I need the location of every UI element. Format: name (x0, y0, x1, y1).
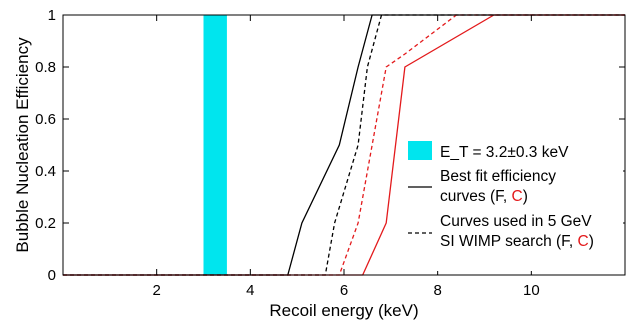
legend-wimp-suffix: ) (589, 233, 594, 250)
y-tick-label: 0.8 (35, 59, 56, 76)
legend-wimp-line2: SI WIMP search (F, C) (440, 233, 594, 250)
y-tick-label: 0.6 (35, 111, 56, 128)
legend-band-label: E_T = 3.2±0.3 keV (440, 144, 569, 161)
y-tick-label: 0.2 (35, 215, 56, 232)
legend-wimp-carbon: C (578, 233, 589, 250)
legend-best-fit-prefix: curves (F, (440, 188, 511, 205)
y-tick-label: 0.4 (35, 163, 56, 180)
x-tick-label: 8 (433, 282, 441, 299)
legend-best-fit-line1: Best fit efficiency (440, 168, 556, 185)
x-tick-label: 6 (340, 282, 348, 299)
threshold-band (203, 15, 227, 275)
legend-best-fit-suffix: ) (523, 188, 528, 205)
legend-best-fit-carbon: C (511, 188, 522, 205)
y-tick-label: 1 (48, 7, 56, 24)
legend-wimp-prefix: SI WIMP search (F, (440, 233, 578, 250)
x-tick-label: 10 (523, 282, 540, 299)
legend: E_T = 3.2±0.3 keV Best fit efficiency cu… (404, 134, 623, 271)
x-axis-label: Recoil energy (keV) (269, 301, 418, 320)
x-tick-label: 2 (152, 282, 160, 299)
threshold-band-layer (203, 15, 227, 275)
legend-best-fit-line2: curves (F, C) (440, 188, 528, 205)
y-tick-label: 0 (48, 267, 56, 284)
y-axis-label: Bubble Nucleation Efficiency (13, 37, 32, 253)
legend-background (404, 134, 623, 271)
legend-band-swatch (408, 141, 432, 160)
x-tick-label: 4 (246, 282, 254, 299)
legend-wimp-line1: Curves used in 5 GeV (440, 213, 592, 230)
